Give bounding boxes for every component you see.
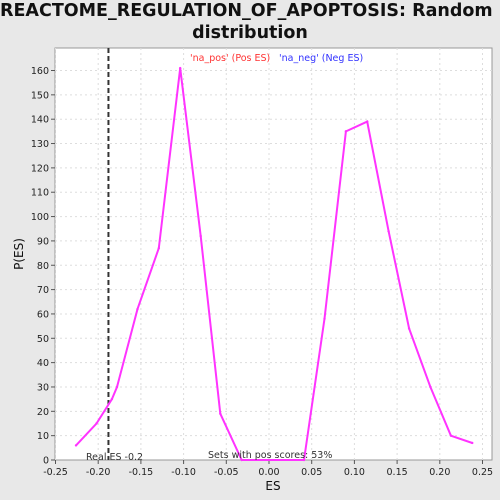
y-tick-label: 150 bbox=[31, 90, 49, 101]
data-point bbox=[74, 444, 78, 447]
chart-title: REACTOME_REGULATION_OF_APOPTOSIS: Random… bbox=[0, 0, 500, 44]
grid-lines bbox=[55, 48, 492, 460]
x-tick-label: -0.15 bbox=[129, 467, 154, 478]
legend-pos: 'na_pos' (Pos ES) bbox=[190, 53, 270, 64]
y-tick-label: 70 bbox=[37, 285, 49, 296]
data-point bbox=[240, 458, 243, 462]
plot-area bbox=[54, 47, 493, 461]
data-point bbox=[136, 307, 139, 311]
x-tick-label: -0.20 bbox=[86, 467, 111, 478]
y-tick-label: 160 bbox=[31, 66, 49, 77]
real-es-annotation: Real ES -0.2 bbox=[86, 452, 143, 463]
x-tick-label: 0.25 bbox=[472, 467, 493, 478]
data-point bbox=[449, 434, 453, 437]
y-tick-label: 140 bbox=[31, 115, 49, 126]
data-point bbox=[323, 317, 326, 321]
y-tick-label: 80 bbox=[37, 261, 49, 272]
y-tick-label: 40 bbox=[37, 358, 49, 369]
y-tick-label: 30 bbox=[37, 382, 49, 393]
data-points bbox=[74, 66, 474, 462]
data-point bbox=[387, 229, 390, 233]
y-tick-label: 60 bbox=[37, 309, 49, 320]
chart-title-line1: REACTOME_REGULATION_OF_APOPTOSIS: Random… bbox=[0, 1, 500, 21]
y-tick-label: 0 bbox=[43, 456, 49, 467]
y-tick-label: 110 bbox=[31, 188, 49, 199]
chart-title-line2: distribution bbox=[192, 23, 308, 43]
x-tick-label: -0.10 bbox=[171, 467, 196, 478]
data-point bbox=[344, 130, 348, 133]
x-tick-label: -0.25 bbox=[43, 467, 68, 478]
x-tick-label: 0.20 bbox=[429, 467, 450, 478]
y-tick-label: 130 bbox=[31, 139, 49, 150]
y-tick-label: 50 bbox=[37, 334, 49, 345]
data-point bbox=[429, 385, 432, 389]
data-point bbox=[199, 234, 202, 238]
y-tick-label: 90 bbox=[37, 236, 49, 247]
data-point bbox=[95, 422, 98, 425]
data-point bbox=[407, 327, 411, 330]
y-tick-label: 100 bbox=[31, 212, 49, 223]
data-point bbox=[302, 458, 306, 462]
y-tick-label: 10 bbox=[37, 431, 49, 442]
y-tick-label: 20 bbox=[37, 407, 49, 418]
y-axis-label: P(ES) bbox=[12, 238, 26, 270]
y-axis-ticks: 0 10 20 30 40 50 60 70 80 90 100 110 120 130 140 150 160 bbox=[31, 66, 55, 467]
x-axis-ticks: -0.25 -0.20 -0.15 -0.10 -0.05 0.00 0.05 0.10 0.1… bbox=[43, 460, 493, 478]
x-tick-label: 0.00 bbox=[258, 467, 279, 478]
legend-neg: 'na_neg' (Neg ES) bbox=[279, 53, 363, 64]
data-point bbox=[178, 66, 182, 70]
data-point bbox=[110, 397, 114, 401]
data-point bbox=[115, 385, 119, 389]
x-tick-label: 0.10 bbox=[344, 467, 365, 478]
x-tick-label: -0.05 bbox=[214, 467, 239, 478]
x-tick-label: 0.15 bbox=[387, 467, 408, 478]
sets-pos-annotation: Sets with pos scores: 53% bbox=[208, 450, 332, 461]
y-tick-label: 120 bbox=[31, 163, 49, 174]
x-axis-label: ES bbox=[265, 479, 280, 493]
data-point bbox=[219, 412, 222, 415]
data-point bbox=[157, 247, 161, 250]
x-tick-label: 0.05 bbox=[301, 467, 322, 478]
data-point bbox=[471, 441, 474, 445]
data-point bbox=[366, 120, 369, 123]
